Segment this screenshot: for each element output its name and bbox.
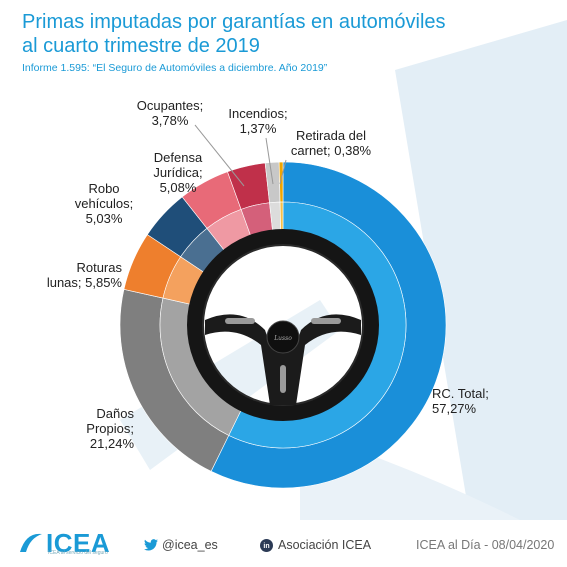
chart-subtitle: Informe 1.595: “El Seguro de Automóviles…	[22, 62, 328, 74]
slice-label-line: 5,03%	[86, 211, 123, 226]
slices-outer	[119, 161, 447, 489]
footer: ICEA ICEA al servicio del seguro @icea_e…	[0, 520, 567, 567]
slice-label-line: RC. Total;	[432, 386, 489, 401]
twitter-icon	[144, 539, 158, 551]
slice-label-7: Retirada del carnet; 0,38%	[291, 128, 372, 158]
leader-lines	[194, 124, 287, 187]
slice-label-line: 1,37%	[240, 121, 277, 136]
linkedin-name: Asociación ICEA	[278, 538, 372, 552]
slice-label-line: lunas; 5,85%	[47, 275, 123, 290]
slice-label-line: Jurídica;	[153, 165, 202, 180]
publication-date: ICEA al Día - 08/04/2020	[416, 538, 555, 552]
slice-label-line: Robo	[88, 181, 119, 196]
slice-label-line: Daños	[96, 406, 134, 421]
slice-label-line: 57,27%	[432, 401, 477, 416]
slice-labels: RC. Total; 57,27% Daños Propios; 21,24% Rotur…	[47, 98, 489, 451]
svg-text:in: in	[263, 543, 269, 550]
slice-label-line: 21,24%	[90, 436, 135, 451]
linkedin-link[interactable]: in Asociación ICEA	[260, 538, 371, 552]
slice-label-line: carnet; 0,38%	[291, 143, 372, 158]
chart-title-line-2: al cuarto trimestre de 2019	[22, 35, 260, 57]
logo-tagline: ICEA al servicio del seguro	[48, 550, 108, 556]
linkedin-icon: in	[260, 538, 273, 552]
leader-line-5	[194, 124, 245, 187]
slice-label-5: Ocupantes; 3,78%	[137, 98, 204, 128]
steering-wheel-image: Lusso	[187, 229, 379, 421]
slice-label-line: vehículos;	[75, 196, 134, 211]
slice-label-line: Retirada del	[296, 128, 366, 143]
chart-title-line-1: Primas imputadas por garantías en automó…	[22, 11, 446, 33]
slice-label-line: Incendios;	[228, 106, 287, 121]
slice-label-line: Defensa	[154, 150, 203, 165]
slice-label-3: Robo vehículos; 5,03%	[75, 181, 134, 226]
chart-title: Primas imputadas por garantías en automó…	[22, 10, 542, 58]
slice-label-line: Ocupantes;	[137, 98, 204, 113]
slice-label-0: RC. Total; 57,27%	[432, 386, 489, 416]
leader-line-6	[265, 137, 274, 185]
leader-line-7	[279, 159, 287, 185]
slice-label-line: 3,78%	[152, 113, 189, 128]
slice-outer-7	[278, 161, 284, 203]
slice-label-line: Propios;	[86, 421, 134, 436]
slice-label-line: 5,08%	[160, 180, 197, 195]
slice-label-1: Daños Propios; 21,24%	[86, 406, 134, 451]
slice-label-6: Incendios; 1,37%	[228, 106, 287, 136]
slice-label-4: Defensa Jurídica; 5,08%	[153, 150, 203, 195]
slice-label-2: Roturas lunas; 5,85%	[47, 260, 123, 290]
slice-label-line: Roturas	[76, 260, 122, 275]
twitter-handle: @icea_es	[162, 538, 218, 552]
svg-text:Lusso: Lusso	[273, 335, 292, 342]
twitter-link[interactable]: @icea_es	[144, 538, 218, 552]
logo-text: ICEA	[46, 528, 111, 558]
icea-logo-icon	[20, 533, 42, 552]
